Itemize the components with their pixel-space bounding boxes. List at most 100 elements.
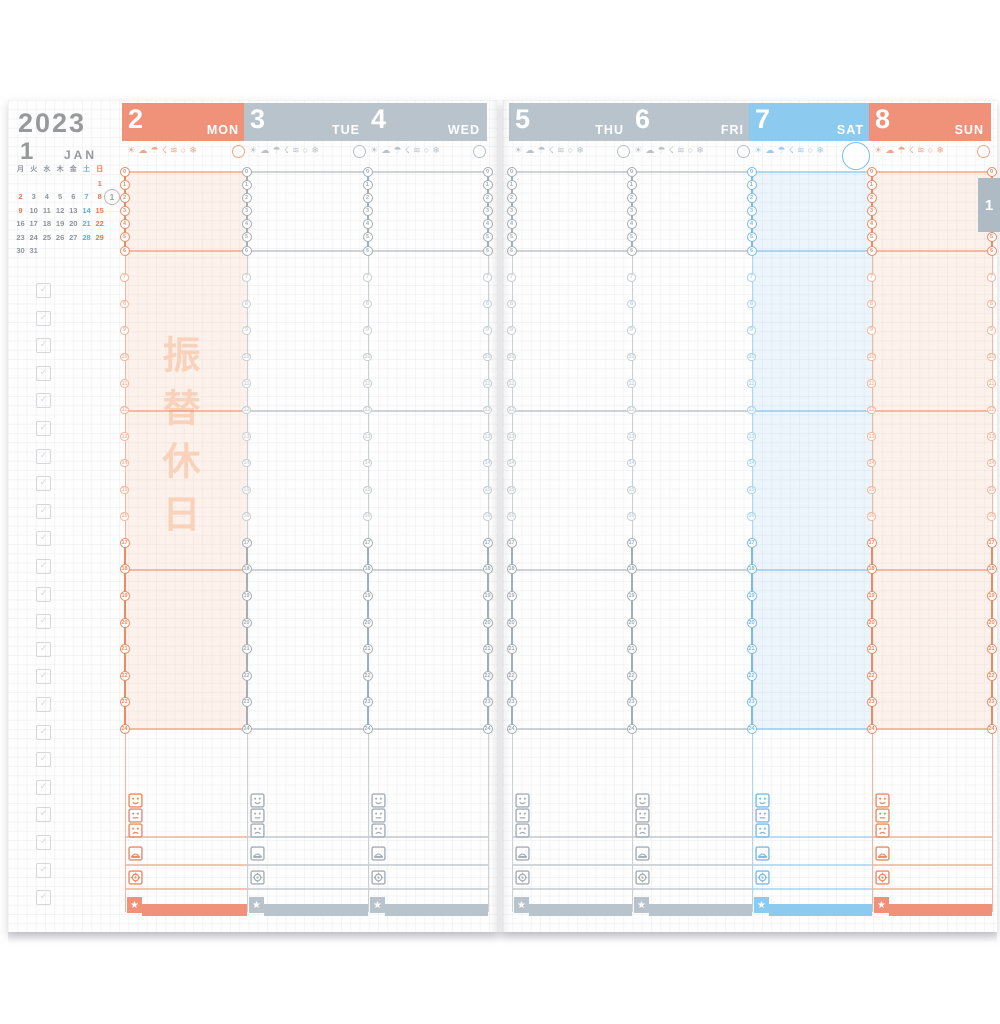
minical-date-25[interactable]: 25 — [42, 232, 52, 242]
todo-checkbox[interactable]: ✓ — [36, 586, 51, 602]
todo-checkbox[interactable]: ✓ — [36, 531, 51, 547]
snow-icon[interactable]: ❄ — [576, 145, 584, 155]
day-mon-moon-phase-icon[interactable] — [232, 145, 245, 158]
thunder-icon[interactable]: ☇ — [283, 145, 289, 155]
mood-bad-icon[interactable] — [128, 823, 143, 838]
todo-checkbox[interactable]: ✓ — [36, 421, 51, 436]
raindrop-icon[interactable]: ○ — [302, 145, 309, 155]
minical-date-8[interactable]: 8 — [97, 192, 102, 202]
star-icon[interactable]: ★ — [514, 897, 529, 913]
cloud-icon[interactable]: ☁ — [381, 145, 391, 155]
minical-date-12[interactable]: 12 — [55, 205, 65, 215]
raindrop-icon[interactable]: ○ — [567, 145, 574, 155]
cloud-icon[interactable]: ☁ — [525, 145, 535, 155]
todo-checkbox[interactable]: ✓ — [36, 338, 51, 354]
minical-date-13[interactable]: 13 — [69, 205, 78, 215]
mood-bad-icon[interactable] — [635, 823, 650, 838]
mood-good-icon[interactable] — [515, 793, 530, 808]
day-wed-schedule-area[interactable] — [370, 160, 486, 729]
wind-icon[interactable]: ≋ — [677, 145, 685, 155]
sun-icon[interactable]: ☀ — [514, 145, 523, 155]
snow-icon[interactable]: ❄ — [936, 145, 944, 155]
meal-icon[interactable] — [515, 846, 530, 861]
minical-date-6[interactable]: 6 — [71, 192, 76, 202]
day-thu-moon-phase-icon[interactable] — [617, 145, 630, 158]
mood-neutral-icon[interactable] — [635, 808, 650, 823]
umbrella-icon[interactable]: ☂ — [897, 145, 906, 155]
minical-date-21[interactable]: 21 — [82, 219, 91, 229]
todo-checkbox[interactable]: ✓ — [36, 752, 51, 768]
umbrella-icon[interactable]: ☂ — [657, 145, 666, 155]
minical-date-14[interactable]: 14 — [82, 205, 91, 215]
wind-icon[interactable]: ≋ — [413, 145, 421, 155]
thunder-icon[interactable]: ☇ — [908, 145, 914, 155]
meal-icon[interactable] — [635, 846, 650, 861]
minical-date-3[interactable]: 3 — [31, 192, 36, 202]
cloud-icon[interactable]: ☁ — [885, 145, 895, 155]
snow-icon[interactable]: ❄ — [816, 145, 824, 155]
snow-icon[interactable]: ❄ — [696, 145, 704, 155]
week-index-tab[interactable]: 1 — [978, 178, 1000, 232]
todo-checkbox[interactable]: ✓ — [36, 283, 51, 298]
todo-checkbox[interactable]: ✓ — [36, 393, 51, 409]
day-sun-moon-phase-icon[interactable] — [977, 145, 990, 158]
star-icon[interactable]: ★ — [249, 897, 264, 913]
cloud-icon[interactable]: ☁ — [138, 145, 148, 155]
raindrop-icon[interactable]: ○ — [423, 145, 430, 155]
sun-icon[interactable]: ☀ — [634, 145, 643, 155]
mood-bad-icon[interactable] — [371, 823, 386, 838]
todo-checkbox[interactable]: ✓ — [36, 862, 51, 878]
umbrella-icon[interactable]: ☂ — [393, 145, 402, 155]
todo-checkbox[interactable]: ✓ — [36, 724, 51, 740]
minical-date-17[interactable]: 17 — [29, 219, 38, 229]
minical-date-22[interactable]: 22 — [95, 219, 104, 229]
sun-icon[interactable]: ☀ — [874, 145, 883, 155]
star-icon[interactable]: ★ — [127, 897, 142, 913]
minical-date-1[interactable]: 1 — [97, 179, 102, 188]
day-wed-header[interactable]: 4 WED — [365, 103, 487, 141]
day-sun-schedule-area[interactable] — [874, 160, 990, 729]
medicine-icon[interactable] — [755, 870, 770, 885]
mood-bad-icon[interactable] — [755, 823, 770, 838]
mood-bad-icon[interactable] — [250, 823, 265, 838]
day-mon-header[interactable]: 2 MON — [122, 103, 246, 141]
day-fri-schedule-area[interactable] — [634, 160, 750, 729]
mood-bad-icon[interactable] — [875, 823, 890, 838]
day-sat-header[interactable]: 7 SAT — [749, 103, 871, 141]
thunder-icon[interactable]: ☇ — [548, 145, 554, 155]
day-fri-moon-phase-icon[interactable] — [737, 145, 750, 158]
day-mon-schedule-area[interactable] — [127, 160, 245, 729]
day-sat-schedule-area[interactable] — [754, 160, 870, 729]
day-thu-header[interactable]: 5 THU — [509, 103, 631, 141]
todo-checkbox[interactable]: ✓ — [36, 476, 51, 492]
mood-good-icon[interactable] — [250, 793, 265, 808]
todo-checkbox[interactable]: ✓ — [36, 890, 51, 906]
medicine-icon[interactable] — [635, 870, 650, 885]
minical-date-28[interactable]: 28 — [82, 232, 91, 242]
mood-neutral-icon[interactable] — [128, 808, 143, 823]
day-tue-schedule-area[interactable] — [249, 160, 366, 729]
todo-checkbox[interactable]: ✓ — [36, 697, 51, 712]
wind-icon[interactable]: ≋ — [170, 145, 178, 155]
meal-icon[interactable] — [371, 846, 386, 861]
day-fri-header[interactable]: 6 FRI — [629, 103, 751, 141]
day-thu-schedule-area[interactable] — [514, 160, 630, 729]
star-icon[interactable]: ★ — [634, 897, 649, 913]
meal-icon[interactable] — [250, 846, 265, 861]
day-wed-moon-phase-icon[interactable] — [473, 145, 486, 158]
umbrella-icon[interactable]: ☂ — [537, 145, 546, 155]
medicine-icon[interactable] — [371, 870, 386, 885]
minical-date-9[interactable]: 9 — [18, 205, 23, 215]
cloud-icon[interactable]: ☁ — [260, 145, 270, 155]
star-icon[interactable]: ★ — [754, 897, 769, 913]
wind-icon[interactable]: ≋ — [917, 145, 925, 155]
mood-neutral-icon[interactable] — [755, 808, 770, 823]
snow-icon[interactable]: ❄ — [311, 145, 319, 155]
minical-date-2[interactable]: 2 — [18, 192, 23, 202]
meal-icon[interactable] — [128, 846, 143, 861]
todo-checkbox[interactable]: ✓ — [36, 614, 51, 630]
star-icon[interactable]: ★ — [874, 897, 889, 913]
day-tue-header[interactable]: 3 TUE — [244, 103, 367, 141]
thunder-icon[interactable]: ☇ — [404, 145, 410, 155]
todo-checkbox[interactable]: ✓ — [36, 310, 51, 326]
